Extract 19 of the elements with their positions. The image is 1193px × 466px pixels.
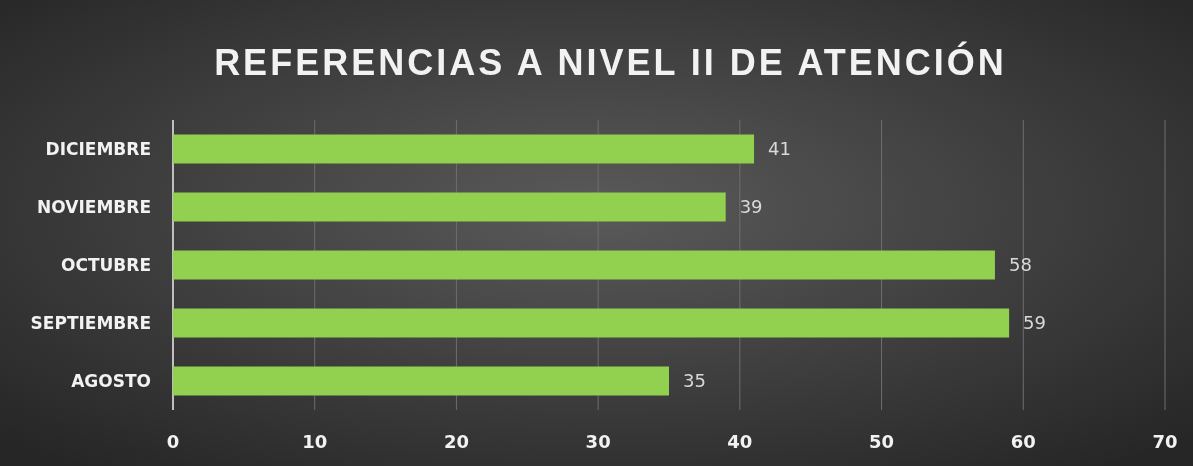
data-label: 41 [768, 138, 791, 160]
x-tick-label: 20 [443, 431, 469, 453]
x-tick-label: 50 [869, 431, 895, 453]
y-tick-label: SEPTIEMBRE [30, 312, 151, 333]
data-label: 59 [1023, 312, 1047, 334]
y-tick-label: OCTUBRE [61, 254, 151, 275]
chart-title: REFERENCIAS A NIVEL II DE ATENCIÓN [214, 40, 1007, 83]
data-label: 58 [1008, 254, 1032, 276]
x-tick-label: 70 [1152, 431, 1178, 453]
y-tick-label: NOVIEMBRE [37, 196, 151, 217]
data-label: 35 [683, 370, 706, 392]
x-tick-label: 10 [302, 431, 328, 453]
y-tick-label: DICIEMBRE [45, 138, 151, 159]
x-tick-label: 40 [727, 431, 753, 453]
x-tick-label: 60 [1010, 431, 1036, 453]
x-tick-label: 30 [585, 431, 611, 453]
y-tick-label: AGOSTO [71, 370, 151, 391]
data-label: 39 [739, 196, 763, 218]
x-tick-label: 0 [166, 431, 180, 453]
